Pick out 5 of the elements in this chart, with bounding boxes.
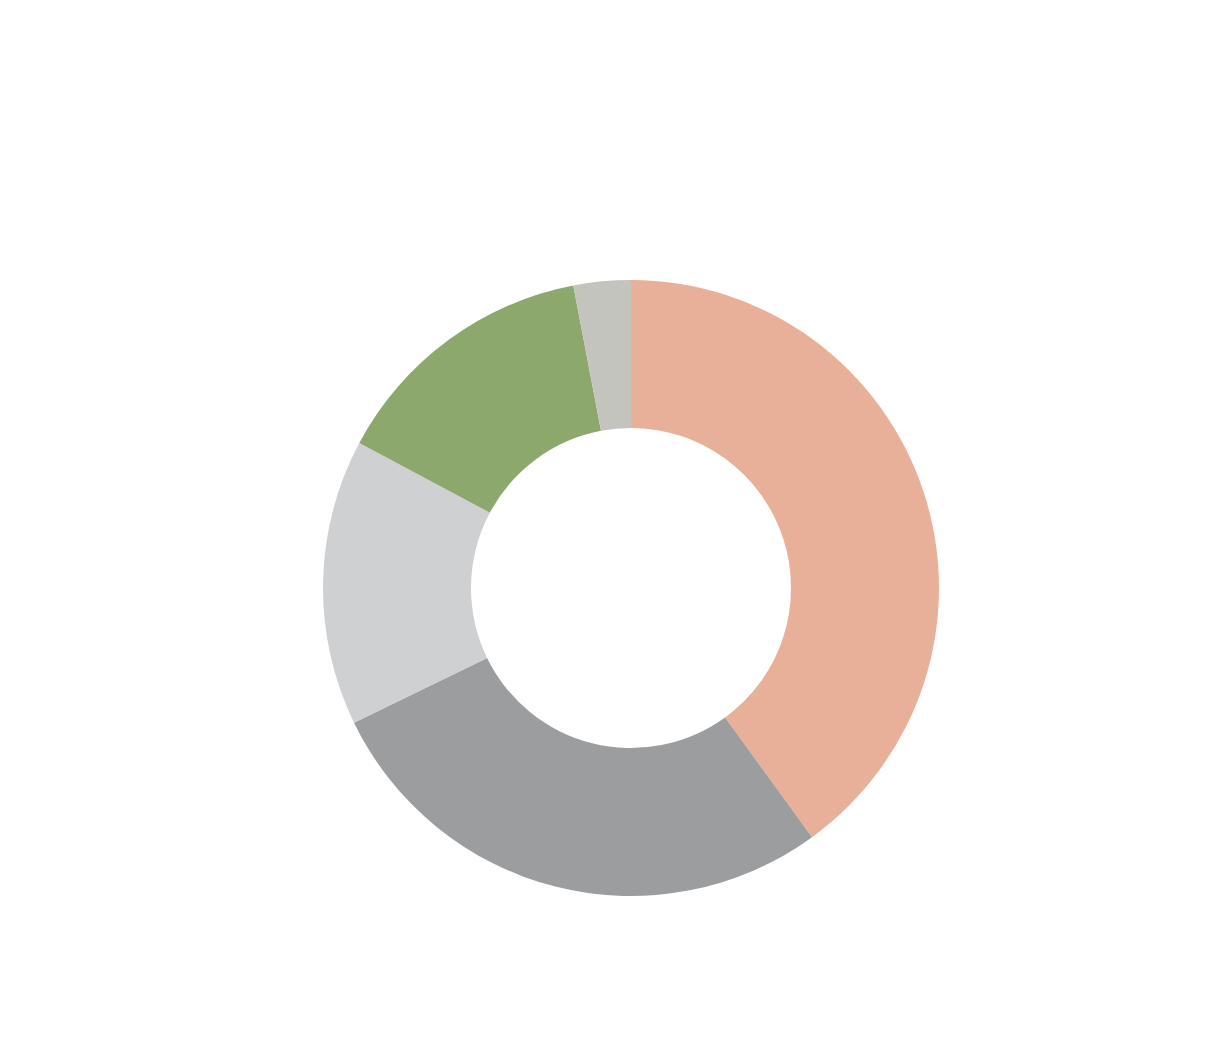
donut-slice	[359, 285, 602, 513]
donut-slice	[573, 280, 631, 431]
donut-slice	[353, 657, 813, 896]
donut-slice	[631, 280, 939, 838]
donut-slice	[323, 443, 490, 723]
